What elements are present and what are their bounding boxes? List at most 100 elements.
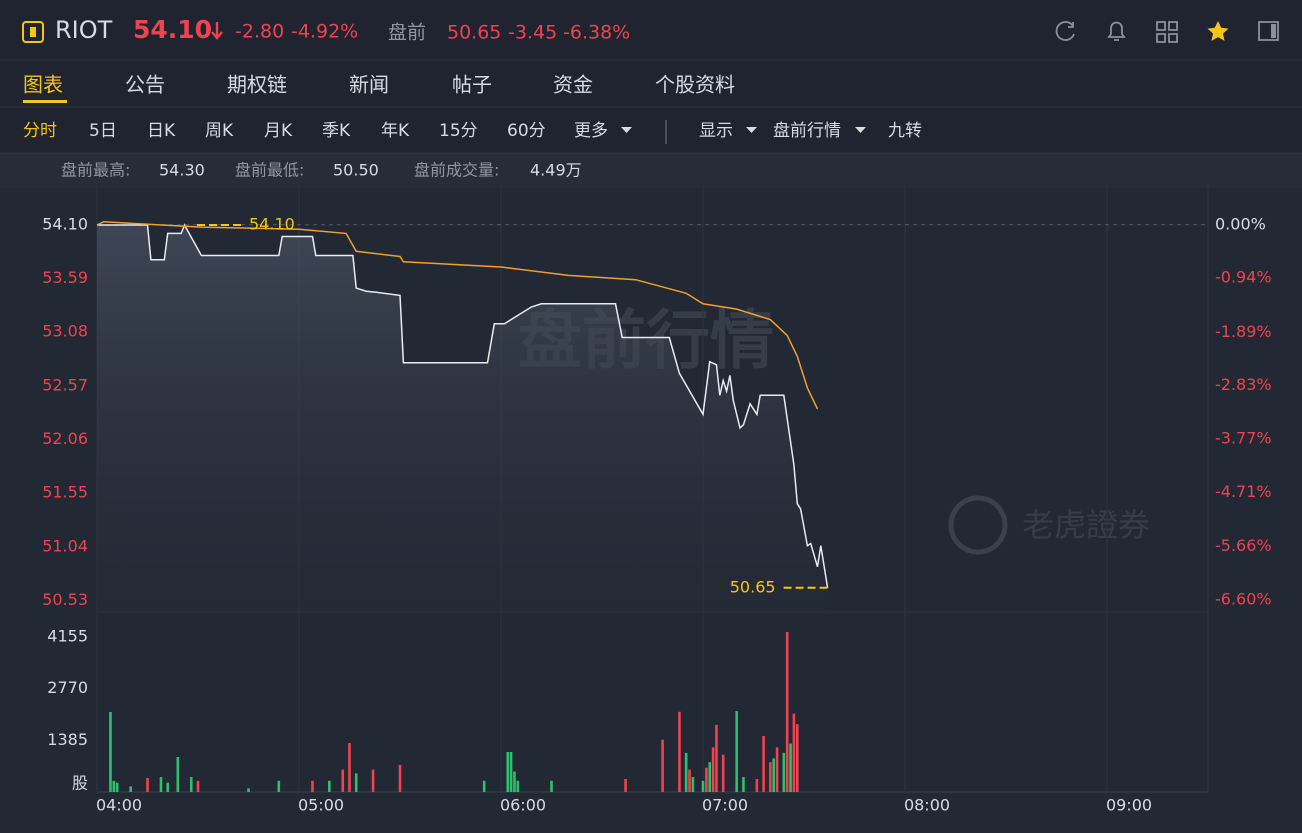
x-tick-label: 07:00 — [702, 796, 748, 815]
volume-bar — [772, 758, 775, 792]
volume-bar — [775, 747, 779, 792]
volume-bar — [516, 780, 520, 792]
stat-label: 盘前成交量: — [414, 161, 499, 180]
volume-bar — [711, 747, 715, 792]
pre-pct: -6.38% — [563, 22, 630, 44]
period-button[interactable]: 月K — [264, 121, 293, 141]
volume-bar — [509, 752, 513, 792]
pre-change: -3.45 — [508, 22, 557, 44]
volume-bar — [112, 780, 116, 792]
volume-bar — [176, 756, 180, 792]
y-tick-label: 53.59 — [42, 268, 88, 287]
volume-bar — [341, 769, 345, 792]
period-button[interactable]: 周K — [205, 121, 234, 141]
down-arrow — [211, 22, 223, 40]
volume-bar — [482, 780, 486, 792]
tab[interactable]: 资金 — [553, 73, 593, 97]
y-tick-label: 54.10 — [42, 214, 88, 233]
y2-tick-label: -2.83% — [1215, 375, 1272, 394]
volume-bar — [705, 767, 708, 792]
volume-bar — [196, 780, 200, 792]
market-icon — [22, 21, 44, 43]
volume-bar — [785, 632, 789, 792]
volume-bar — [311, 780, 314, 792]
logo-watermark — [948, 495, 1008, 555]
tab[interactable]: 个股资料 — [655, 73, 735, 97]
volume-bar — [513, 771, 516, 792]
tab[interactable]: 新闻 — [349, 73, 389, 97]
volume-bar — [715, 724, 718, 792]
volume-tick-label: 4155 — [47, 627, 88, 646]
pre-label: 盘前 — [388, 22, 426, 44]
period-button[interactable]: 日K — [147, 121, 176, 141]
stat-value: 4.49万 — [530, 161, 582, 180]
alert-button[interactable] — [1107, 21, 1126, 41]
layout-button[interactable] — [1156, 21, 1178, 43]
change: -2.80 — [235, 21, 284, 43]
period-button[interactable]: 季K — [322, 121, 351, 141]
volume-bar — [146, 778, 149, 792]
price-area — [97, 225, 828, 612]
pre-price: 50.65 — [447, 22, 501, 44]
volume-bar — [782, 752, 786, 792]
x-tick-label: 04:00 — [96, 796, 142, 815]
stat-label: 盘前最高: — [61, 161, 130, 180]
volume-bar — [115, 782, 119, 792]
period-button[interactable]: 年K — [381, 121, 410, 141]
marker-label: 50.65 — [730, 577, 776, 596]
period-button[interactable]: 分时 — [23, 121, 57, 141]
volume-tick-label: 1385 — [47, 730, 88, 749]
dropdown-arrow — [746, 127, 757, 133]
change-pct: -4.92% — [291, 21, 358, 43]
volume-bar — [624, 778, 627, 792]
volume-bar — [721, 754, 725, 792]
volume-bar — [159, 777, 163, 792]
period-button[interactable]: 15分 — [439, 121, 478, 141]
volume-bar — [354, 773, 358, 792]
price: 54.10 — [133, 15, 212, 44]
volume-bar — [795, 724, 799, 792]
tab[interactable]: 期权链 — [227, 73, 287, 97]
stat-label: 盘前最低: — [235, 161, 304, 180]
period-button[interactable]: 更多 — [574, 121, 608, 141]
panel-icon — [1271, 24, 1276, 38]
refresh-button[interactable] — [1055, 21, 1075, 41]
y-tick-label: 51.04 — [42, 536, 88, 555]
y-tick-label: 52.06 — [42, 429, 88, 448]
volume-bar — [762, 736, 765, 792]
tab[interactable]: 图表 — [23, 73, 63, 97]
period-button[interactable]: 5日 — [89, 121, 117, 141]
logo-text: 老虎證券 — [1022, 506, 1150, 544]
stat-value: 50.50 — [333, 161, 379, 180]
tool-button[interactable]: 盘前行情 — [773, 121, 841, 141]
tool-button[interactable]: 显示 — [699, 121, 733, 141]
favorite-button[interactable] — [1207, 21, 1229, 41]
y2-tick-label: 0.00% — [1215, 214, 1266, 233]
volume-bar — [371, 769, 375, 792]
price-line — [97, 223, 829, 588]
y-tick-label: 50.53 — [42, 590, 88, 609]
panel-button[interactable] — [1258, 21, 1279, 41]
y2-tick-label: -4.71% — [1215, 482, 1272, 501]
volume-bar — [769, 762, 772, 792]
x-tick-label: 08:00 — [904, 796, 950, 815]
tool-button[interactable]: 九转 — [888, 121, 922, 141]
volume-bar — [166, 782, 169, 792]
tab[interactable]: 帖子 — [452, 73, 492, 97]
volume-bar — [789, 743, 792, 792]
volume-bar — [398, 764, 402, 792]
period-button[interactable]: 60分 — [507, 121, 546, 141]
x-tick-label: 05:00 — [298, 796, 344, 815]
tab[interactable]: 公告 — [125, 73, 165, 97]
dropdown-arrow — [855, 127, 866, 133]
y2-tick-label: -1.89% — [1215, 322, 1272, 341]
volume-bar — [708, 762, 712, 792]
volume-bar — [792, 713, 796, 792]
volume-bar — [691, 777, 695, 792]
volume-bar — [688, 769, 691, 792]
volume-bar — [129, 786, 132, 792]
stat-value: 54.30 — [159, 161, 205, 180]
stats-bar — [0, 153, 1302, 188]
volume-bar — [742, 777, 745, 792]
volume-bar — [189, 777, 193, 792]
